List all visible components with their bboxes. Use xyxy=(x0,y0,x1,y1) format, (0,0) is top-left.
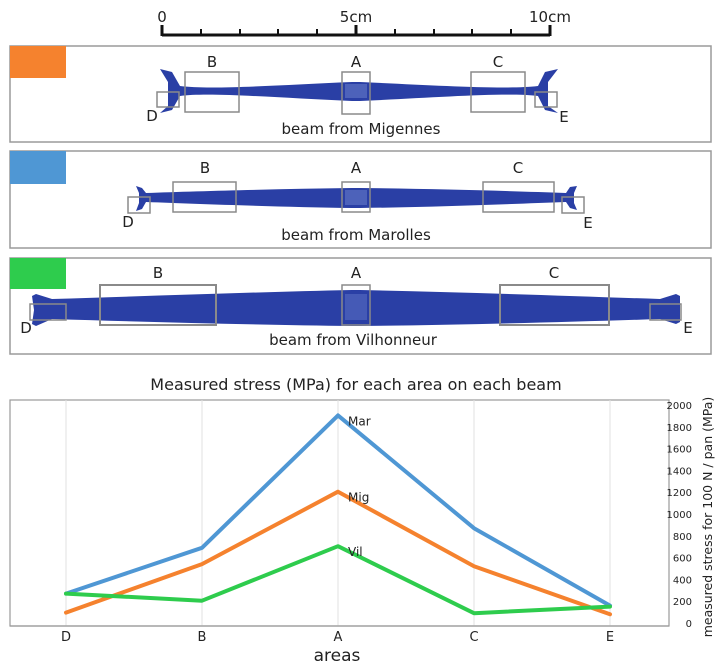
area-box-d xyxy=(29,303,67,321)
area-box-e xyxy=(649,303,682,321)
area-label-d: D xyxy=(122,213,134,231)
area-box-e xyxy=(561,196,585,214)
scale-label-5cm: 5cm xyxy=(340,8,372,26)
area-box-b xyxy=(172,181,237,213)
beam-panel-vilhonneur: B A C D E beam from Vilhonneur xyxy=(9,257,712,355)
area-label-b: B xyxy=(153,264,163,282)
y-tick-label: 1000 xyxy=(667,510,692,521)
area-box-b xyxy=(184,71,240,113)
series-line-mar xyxy=(64,413,612,608)
y-tick-label: 400 xyxy=(673,575,692,586)
x-axis-title: areas xyxy=(314,646,361,666)
x-tick-label: A xyxy=(334,630,343,645)
area-label-c: C xyxy=(513,159,523,177)
y-tick-label: 800 xyxy=(673,532,692,543)
series-label-mar: Mar xyxy=(348,414,371,428)
area-label-a: A xyxy=(351,53,362,71)
area-label-a: A xyxy=(351,159,362,177)
area-box-d xyxy=(156,91,180,108)
y-tick-labels: 0 200 400 600 800 1000 1200 1400 1600 1800 2000 xyxy=(667,401,692,630)
y-tick-label: 200 xyxy=(673,597,692,608)
area-label-d: D xyxy=(20,319,32,337)
panel-caption: beam from Vilhonneur xyxy=(269,331,438,349)
area-label-e: E xyxy=(683,319,692,337)
series-label-mig: Mig xyxy=(348,491,369,505)
area-label-a: A xyxy=(351,264,362,282)
beam-panel-marolles: B A C D E beam from Marolles xyxy=(9,150,712,249)
beam-highlight xyxy=(345,190,367,205)
chart-title: Measured stress (MPa) for each area on e… xyxy=(150,375,561,394)
beam-highlight xyxy=(345,84,367,98)
series-line-vil xyxy=(64,544,612,616)
chart-grid xyxy=(65,400,611,626)
y-tick-label: 1600 xyxy=(667,445,692,456)
area-box-d xyxy=(127,196,151,214)
y-tick-label: 1800 xyxy=(667,423,692,434)
x-tick-label: D xyxy=(61,630,71,645)
x-tick-label: C xyxy=(469,630,478,645)
y-tick-label: 2000 xyxy=(667,401,692,412)
area-label-d: D xyxy=(146,107,158,125)
area-box-a xyxy=(341,71,371,115)
area-box-a xyxy=(341,284,371,326)
x-tick-label: B xyxy=(198,630,207,645)
scale-bar: 0 5cm 10cm xyxy=(157,8,571,37)
color-swatch xyxy=(10,46,66,78)
area-label-e: E xyxy=(583,214,592,232)
panel-caption: beam from Marolles xyxy=(281,226,431,244)
stress-chart: Measured stress (MPa) for each area on e… xyxy=(9,375,715,666)
y-axis-title: measured stress for 100 N / pan (MPa) xyxy=(700,397,715,638)
area-label-b: B xyxy=(200,159,210,177)
area-box-e xyxy=(534,91,558,108)
color-swatch xyxy=(10,151,66,184)
scale-label-10cm: 10cm xyxy=(529,8,571,26)
color-swatch xyxy=(10,258,66,289)
series-labels: Mar Mig Vil xyxy=(348,414,371,559)
series-label-vil: Vil xyxy=(348,545,363,559)
y-tick-label: 1400 xyxy=(667,466,692,477)
area-label-b: B xyxy=(207,53,217,71)
chart-frame xyxy=(9,399,670,627)
area-box-b xyxy=(99,284,217,326)
area-box-c xyxy=(499,284,610,326)
beam-highlight xyxy=(345,294,367,320)
area-box-c xyxy=(482,181,555,213)
beam-shape xyxy=(32,290,680,326)
area-label-c: C xyxy=(493,53,503,71)
area-label-c: C xyxy=(549,264,559,282)
x-tick-label: E xyxy=(606,630,614,645)
y-tick-label: 600 xyxy=(673,554,692,565)
scale-label-0: 0 xyxy=(157,8,167,26)
series-line-mig xyxy=(64,489,612,617)
area-box-c xyxy=(470,71,526,113)
y-tick-label: 0 xyxy=(686,619,692,630)
chart-series xyxy=(64,413,612,617)
area-label-e: E xyxy=(559,108,568,126)
beam-panel-migennes: B A C D E beam from Migennes xyxy=(9,45,712,143)
panel-caption: beam from Migennes xyxy=(282,120,441,138)
y-tick-label: 1200 xyxy=(667,488,692,499)
area-box-a xyxy=(341,181,371,213)
